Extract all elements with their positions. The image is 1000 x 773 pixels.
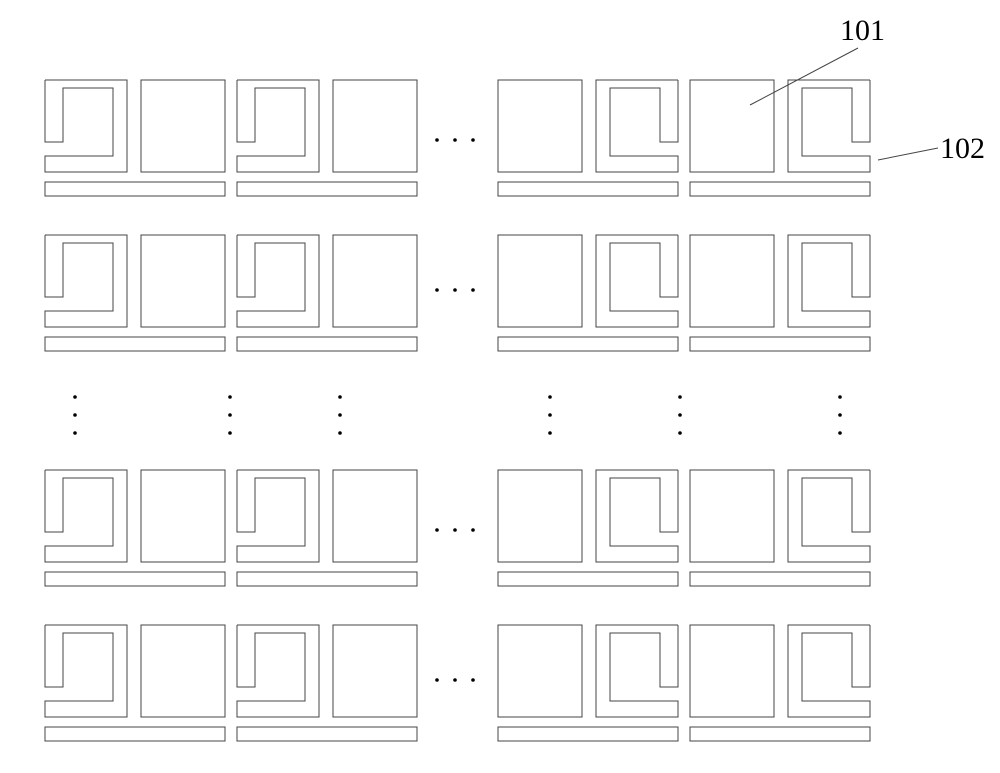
callout-label: 101 [840, 14, 885, 47]
schematic-svg: 101 102 [0, 0, 1000, 768]
diagram-canvas: 101 102 [0, 0, 1000, 768]
callout-label: 102 [940, 132, 985, 165]
